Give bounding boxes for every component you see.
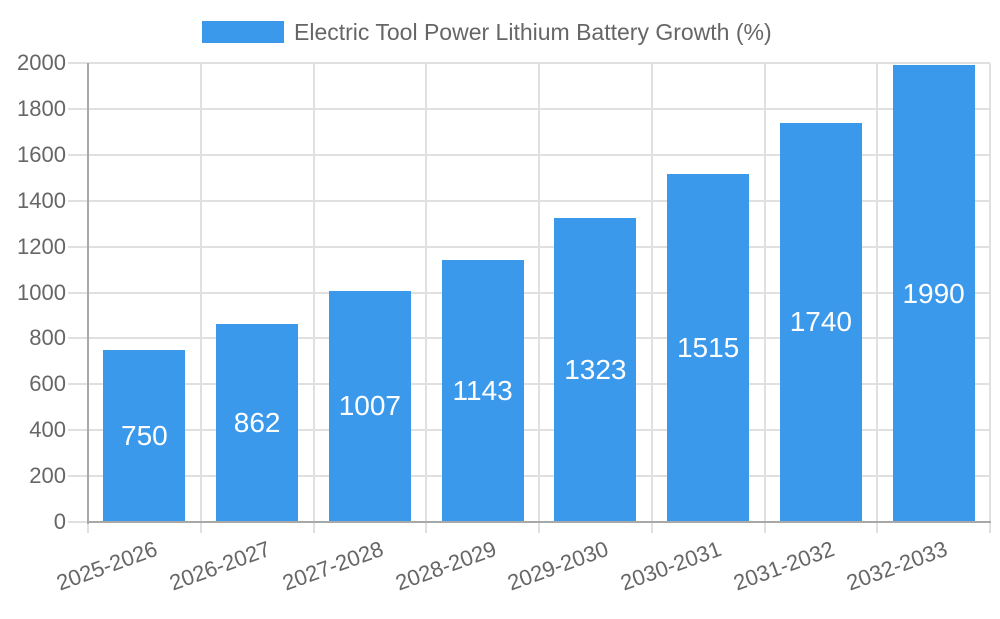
bar: 1990 — [892, 65, 975, 522]
y-gridline — [68, 199, 990, 202]
y-axis-line — [87, 63, 89, 524]
bar: 1143 — [441, 259, 524, 522]
y-axis-tick-label: 0 — [53, 509, 66, 534]
y-gridline — [68, 475, 990, 478]
bar-value-label: 1990 — [902, 277, 965, 309]
bar-value-label: 1007 — [338, 390, 402, 422]
y-axis-tick-label: 1400 — [17, 187, 66, 213]
bar-value-label: 1143 — [452, 374, 513, 406]
y-axis-tick-label: 200 — [29, 463, 66, 489]
x-gridline — [312, 63, 315, 533]
y-gridline — [68, 153, 990, 156]
y-axis-tick-label: 1800 — [17, 95, 66, 121]
y-axis-tick-label: 600 — [29, 371, 66, 397]
y-axis-tick-label: 2000 — [17, 50, 66, 75]
bar-value-label: 862 — [233, 407, 281, 439]
bar: 750 — [103, 349, 186, 522]
y-gridline — [68, 429, 990, 432]
bar: 1515 — [667, 174, 750, 522]
bar: 862 — [216, 324, 299, 522]
y-gridline — [68, 383, 990, 386]
x-gridline — [538, 63, 540, 533]
y-gridline — [68, 107, 990, 110]
legend-label[interactable]: Electric Tool Power Lithium Battery Grow… — [294, 19, 772, 45]
y-gridline — [68, 62, 990, 64]
x-axis-line — [87, 521, 991, 523]
x-gridline — [989, 63, 991, 533]
x-gridline — [199, 63, 202, 533]
y-axis-tick-label: 400 — [29, 417, 66, 443]
x-gridline — [763, 63, 766, 533]
y-gridline — [68, 245, 990, 248]
x-gridline — [425, 63, 428, 533]
y-axis-tick-label: 1600 — [17, 141, 66, 167]
bar-value-label: 1515 — [676, 332, 740, 364]
y-gridline — [68, 337, 990, 340]
y-axis-tick-label: 800 — [29, 325, 66, 351]
x-gridline — [650, 63, 653, 533]
bar: 1323 — [554, 218, 637, 522]
x-gridline — [876, 63, 879, 533]
y-gridline — [68, 291, 990, 294]
bar: 1007 — [328, 290, 411, 522]
bar-value-label: 1323 — [564, 354, 627, 386]
bar: 1740 — [779, 122, 862, 522]
bar-value-label: 1740 — [789, 306, 853, 338]
legend-swatch[interactable] — [202, 21, 284, 43]
bar-value-label: 750 — [121, 419, 168, 451]
bar-chart: Electric Tool Power Lithium Battery Grow… — [17, 19, 991, 595]
y-axis-tick-label: 1000 — [17, 279, 66, 305]
y-axis-tick-label: 1200 — [17, 233, 66, 259]
